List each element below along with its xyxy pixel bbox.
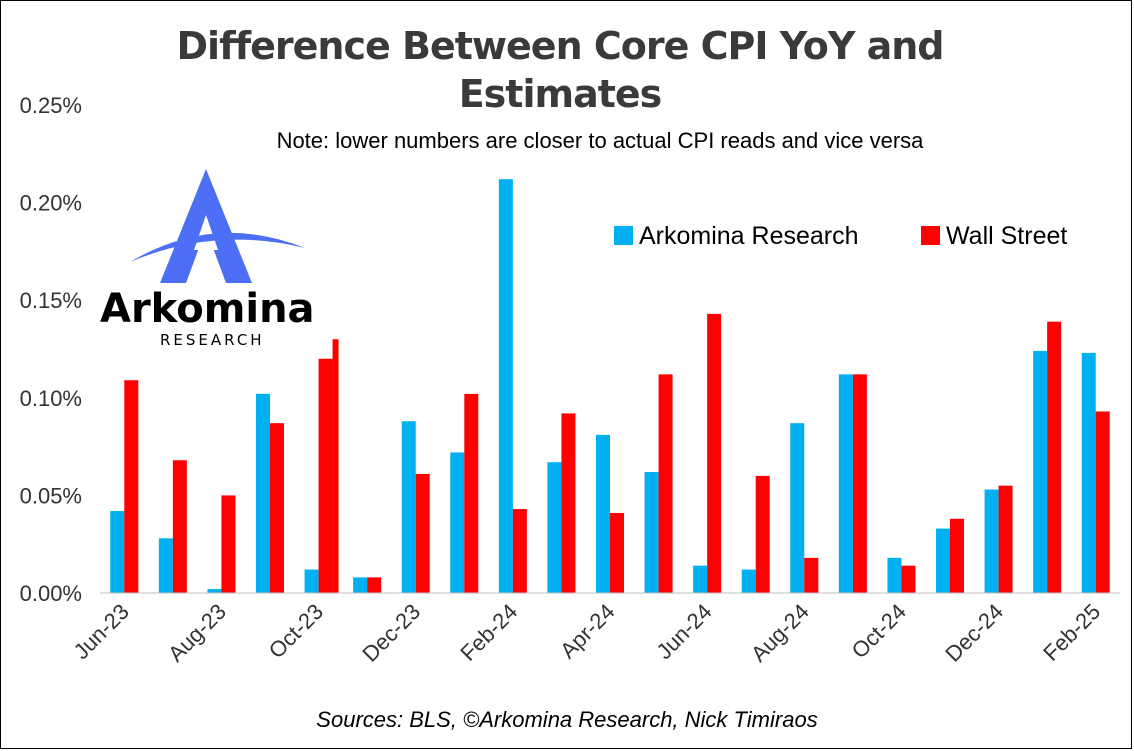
- bar-arkomina-research: [644, 471, 659, 593]
- bar-arkomina-research: [936, 528, 950, 593]
- legend: Arkomina Research Wall Street: [614, 222, 1067, 250]
- bar-extra: [332, 339, 339, 593]
- legend-swatch: [921, 226, 940, 245]
- chart-title: Difference Between Core CPI YoY and Esti…: [176, 24, 945, 116]
- y-tick-label: 0.25%: [20, 93, 82, 118]
- bar-wall-street: [610, 512, 624, 593]
- bar-wall-street: [852, 374, 867, 593]
- logo-sub: RESEARCH: [160, 331, 265, 349]
- bar-arkomina-research: [1081, 352, 1096, 593]
- bar-arkomina-research: [790, 423, 805, 593]
- bar-arkomina-research: [547, 462, 562, 593]
- bar-arkomina-research: [838, 374, 853, 593]
- x-tick-label: Dec-23: [357, 599, 425, 667]
- y-tick-label: 0.05%: [20, 483, 82, 508]
- y-tick-label: 0.20%: [20, 191, 82, 216]
- bar-wall-street: [658, 374, 673, 593]
- bar-arkomina-research: [401, 421, 416, 593]
- bar-arkomina-research: [984, 489, 999, 593]
- bar-wall-street: [318, 358, 333, 593]
- x-tick-label: Jun-24: [651, 599, 716, 664]
- bar-wall-street: [755, 475, 770, 593]
- bar-wall-street: [172, 460, 187, 593]
- bars: [110, 179, 1110, 593]
- x-tick-label: Oct-23: [264, 599, 328, 663]
- logo-name: Arkomina: [100, 286, 315, 332]
- x-tick-label: Oct-24: [847, 599, 911, 663]
- bar-wall-street: [270, 423, 284, 593]
- bar-wall-street: [124, 380, 139, 593]
- bar-wall-street: [998, 485, 1013, 593]
- bar-wall-street: [804, 557, 819, 593]
- y-tick-label: 0.10%: [20, 386, 82, 411]
- bar-wall-street: [1095, 411, 1110, 593]
- bar-arkomina-research: [207, 589, 222, 593]
- chart-subtitle: Note: lower numbers are closer to actual…: [276, 128, 924, 153]
- bar-wall-street: [367, 577, 382, 593]
- bar-wall-street: [415, 473, 430, 593]
- legend-label: Wall Street: [946, 222, 1067, 250]
- arkomina-logo: Arkomina RESEARCH: [100, 169, 315, 349]
- bar-wall-street: [707, 313, 722, 593]
- bar-arkomina-research: [596, 434, 610, 593]
- x-tick-label: Feb-25: [1038, 599, 1105, 666]
- bar-wall-street: [561, 413, 576, 593]
- bar-wall-street: [464, 393, 479, 593]
- bar-wall-street: [1047, 321, 1062, 593]
- x-tick-label: Aug-24: [746, 599, 814, 667]
- x-axis: Jun-23 Aug-23 Oct-23 Dec-23 Feb-24 Apr-24 Jun-…: [69, 599, 1106, 667]
- y-tick-label: 0.15%: [20, 288, 82, 313]
- source-note: Sources: BLS, ©Arkomina Research, Nick T…: [316, 707, 818, 732]
- legend-swatch: [614, 226, 633, 245]
- x-tick-label: Feb-24: [455, 599, 522, 666]
- bar-arkomina-research: [741, 569, 756, 593]
- logo-arc: [130, 232, 305, 262]
- bar-arkomina-research: [1033, 350, 1048, 593]
- bar-arkomina-research: [498, 179, 513, 593]
- bar-arkomina-research: [450, 452, 465, 593]
- legend-label: Arkomina Research: [639, 222, 859, 250]
- bar-arkomina-research: [353, 577, 368, 593]
- y-axis: 0.00% 0.05% 0.10% 0.15% 0.20% 0.25%: [20, 93, 82, 606]
- bar-wall-street: [221, 495, 236, 593]
- bar-wall-street: [512, 509, 527, 593]
- y-tick-label: 0.00%: [20, 581, 82, 606]
- x-tick-label: Apr-24: [555, 599, 619, 663]
- x-tick-label: Dec-24: [940, 599, 1008, 667]
- bar-arkomina-research: [256, 393, 270, 593]
- bar-arkomina-research: [304, 569, 319, 593]
- bar-wall-street: [950, 518, 964, 593]
- bar-arkomina-research: [158, 538, 173, 593]
- x-tick-label: Aug-23: [163, 599, 231, 667]
- bar-arkomina-research: [693, 565, 708, 593]
- bar-wall-street: [901, 565, 916, 593]
- bar-arkomina-research: [887, 557, 902, 593]
- x-tick-label: Jun-23: [69, 599, 134, 664]
- bar-arkomina-research: [110, 511, 125, 593]
